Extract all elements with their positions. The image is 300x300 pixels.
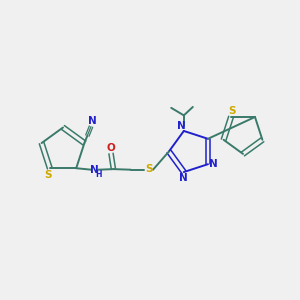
Text: N: N	[91, 165, 99, 175]
Text: H: H	[95, 170, 102, 179]
Text: S: S	[228, 106, 236, 116]
Text: O: O	[107, 142, 116, 152]
Text: N: N	[209, 159, 218, 169]
Text: N: N	[88, 116, 97, 125]
Text: N: N	[177, 121, 186, 130]
Text: N: N	[179, 173, 188, 183]
Text: S: S	[44, 170, 52, 180]
Text: S: S	[146, 164, 153, 174]
